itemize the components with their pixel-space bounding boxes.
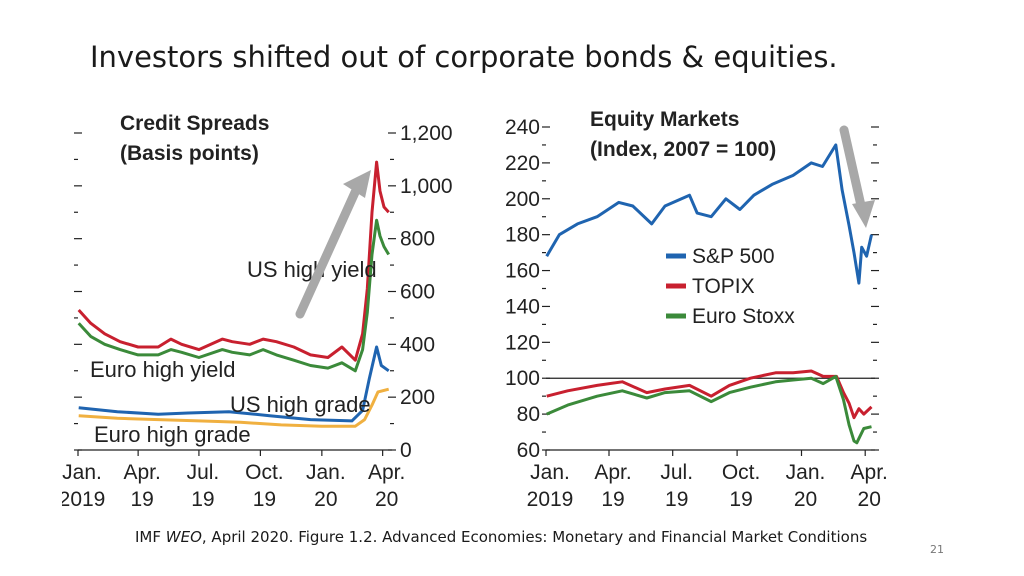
series-line-us-high-yield <box>77 160 390 362</box>
series-line-euro-high-grade <box>78 387 390 428</box>
x-tick-label-year: 20 <box>375 488 398 511</box>
y-tick-label: 120 <box>505 331 540 354</box>
x-tick-label-month: Oct. <box>245 461 284 484</box>
y-tick-label: 100 <box>505 367 540 390</box>
y-tick-label: 1,000 <box>400 175 453 198</box>
x-tick-label-month: Jan. <box>786 461 826 484</box>
credit-spreads-chart: 02004006008001,0001,200Jan.2019Apr.19Jul… <box>62 112 453 511</box>
x-tick-label-month: Apr. <box>368 461 405 484</box>
caption-italic: WEO <box>165 528 202 546</box>
series-label-us-high-grade: US high grade <box>230 392 371 417</box>
legend-label-s-p-500: S&P 500 <box>692 245 775 268</box>
y-tick-label: 400 <box>400 333 435 356</box>
downward-trend-arrowhead <box>852 200 875 228</box>
x-tick-label-year: 19 <box>729 488 752 511</box>
x-tick-label-month: Oct. <box>722 461 761 484</box>
upward-trend-arrow-shaft <box>295 183 362 319</box>
legend-label-topix: TOPIX <box>692 275 755 298</box>
x-tick-label-year: 19 <box>130 488 153 511</box>
chart-title: Credit Spreads <box>120 112 269 135</box>
x-tick-label-year: 2019 <box>527 488 574 511</box>
x-tick-label-month: Apr. <box>123 461 160 484</box>
x-tick-label-month: Apr. <box>594 461 631 484</box>
y-tick-label: 800 <box>400 228 435 251</box>
y-tick-label: 600 <box>400 281 435 304</box>
y-tick-label: 200 <box>400 386 435 409</box>
series-label-euro-high-yield: Euro high yield <box>90 357 236 382</box>
x-tick-label-month: Jul. <box>660 461 693 484</box>
x-tick-label-year: 19 <box>665 488 688 511</box>
y-tick-label: 200 <box>505 188 540 211</box>
x-tick-label-year: 19 <box>191 488 214 511</box>
series-line-euro-high-yield <box>77 218 390 373</box>
page-number: 21 <box>930 543 944 556</box>
legend-label-euro-stoxx: Euro Stoxx <box>692 305 795 328</box>
y-tick-label: 0 <box>400 439 412 462</box>
x-tick-label-month: Jul. <box>187 461 220 484</box>
y-tick-label: 80 <box>517 403 540 426</box>
series-line-euro-stoxx <box>546 374 872 445</box>
chart-subtitle: (Index, 2007 = 100) <box>590 138 776 161</box>
y-tick-label: 240 <box>505 116 540 139</box>
equity-markets-chart: 6080100120140160180200220240Jan.2019Apr.… <box>505 108 888 511</box>
series-line-us-high-grade <box>78 345 390 423</box>
y-tick-label: 60 <box>517 439 540 462</box>
x-tick-label-month: Jan. <box>62 461 102 484</box>
x-tick-label-year: 20 <box>794 488 817 511</box>
series-line-topix <box>546 369 873 420</box>
x-tick-label-year: 19 <box>601 488 624 511</box>
slide-title: Investors shifted out of corporate bonds… <box>90 40 838 74</box>
chart-title: Equity Markets <box>590 108 739 131</box>
upward-trend-arrowhead <box>343 170 371 198</box>
x-tick-label-year: 20 <box>858 488 881 511</box>
chart-subtitle: (Basis points) <box>120 142 259 165</box>
x-tick-label-month: Apr. <box>851 461 888 484</box>
x-tick-label-year: 2019 <box>62 488 105 511</box>
x-tick-label-year: 20 <box>314 488 337 511</box>
y-tick-label: 140 <box>505 295 540 318</box>
series-label-euro-high-grade: Euro high grade <box>94 422 251 447</box>
y-tick-label: 220 <box>505 152 540 175</box>
caption-suffix: , April 2020. Figure 1.2. Advanced Econo… <box>201 528 868 546</box>
x-tick-label-year: 19 <box>253 488 276 511</box>
y-tick-label: 180 <box>505 224 540 247</box>
y-tick-label: 160 <box>505 260 540 283</box>
downward-trend-arrow-shaft <box>839 125 867 215</box>
y-tick-label: 1,200 <box>400 122 453 145</box>
source-caption: IMF WEO, April 2020. Figure 1.2. Advance… <box>135 528 867 546</box>
x-tick-label-month: Jan. <box>530 461 570 484</box>
x-tick-label-month: Jan. <box>306 461 346 484</box>
caption-prefix: IMF <box>135 528 166 546</box>
series-line-s-p-500 <box>545 143 873 285</box>
